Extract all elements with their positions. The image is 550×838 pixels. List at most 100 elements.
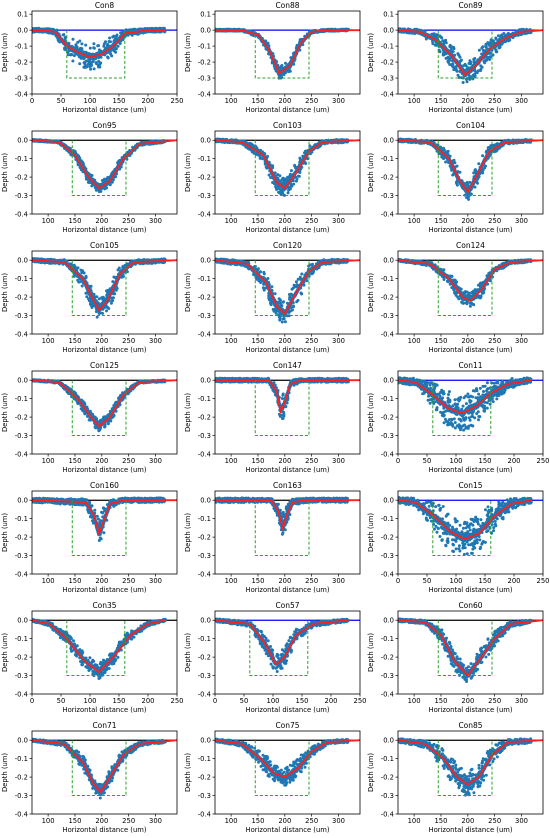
scatter-point bbox=[442, 148, 446, 152]
y-tick-label: 0.0 bbox=[17, 137, 28, 145]
scatter-point bbox=[87, 297, 90, 301]
scatter-point bbox=[299, 277, 303, 281]
trace-line bbox=[32, 138, 166, 191]
x-tick-label: 150 bbox=[434, 217, 447, 225]
mean-profile-line bbox=[32, 139, 177, 190]
y-tick-label: 0.1 bbox=[17, 10, 28, 18]
reference-box bbox=[437, 30, 493, 79]
x-tick-label: 250 bbox=[488, 217, 501, 225]
x-tick-label: 100 bbox=[42, 457, 55, 465]
scatter-point bbox=[280, 320, 284, 324]
scatter-point bbox=[269, 303, 273, 307]
scatter-point bbox=[281, 317, 285, 321]
mean-profile-line bbox=[32, 379, 177, 428]
scatter-point bbox=[434, 33, 438, 37]
scatter-point bbox=[468, 301, 472, 305]
scatter-point bbox=[92, 42, 96, 46]
y-tick-label: -0.1 bbox=[381, 155, 394, 163]
x-axis-label: Horizontal distance (um) bbox=[428, 226, 512, 234]
scatter-point bbox=[488, 58, 492, 61]
x-axis-label: Horizontal distance (um) bbox=[62, 346, 146, 354]
x-tick-label: 300 bbox=[332, 457, 345, 465]
scatter-point bbox=[311, 262, 314, 266]
y-tick-label: -0.1 bbox=[15, 155, 28, 163]
scatter-point bbox=[89, 284, 93, 288]
scatter-point bbox=[495, 50, 499, 54]
scatter-point bbox=[453, 278, 457, 282]
plot-area bbox=[32, 26, 177, 79]
scatter-point bbox=[103, 41, 107, 44]
scatter-point bbox=[110, 299, 114, 303]
scatter-point bbox=[85, 59, 89, 63]
x-tick-label: 100 bbox=[42, 217, 55, 225]
y-tick-label: 0.0 bbox=[200, 26, 211, 34]
scatter-point bbox=[451, 65, 455, 68]
scatter-point bbox=[292, 283, 296, 287]
y-axis-label: Depth (um) bbox=[367, 153, 375, 192]
scatter-point bbox=[467, 197, 470, 201]
panel-title: Con105 bbox=[90, 241, 119, 250]
x-axis-label: Horizontal distance (um) bbox=[62, 106, 146, 114]
x-tick-label: 250 bbox=[488, 97, 501, 105]
scatter-point bbox=[95, 315, 99, 319]
scatter-point bbox=[105, 309, 108, 313]
y-tick-label: -0.2 bbox=[198, 58, 211, 66]
reference-box bbox=[71, 140, 127, 197]
panel-title: Con8 bbox=[95, 1, 115, 10]
y-axis-label: Depth (um) bbox=[1, 393, 9, 432]
axes-frame bbox=[31, 370, 178, 455]
axes-frame bbox=[397, 250, 544, 335]
scatter-point bbox=[479, 64, 483, 68]
y-tick-label: -0.4 bbox=[15, 330, 28, 338]
scatter-point bbox=[78, 39, 82, 43]
axes-frame bbox=[214, 370, 361, 455]
scatter-point bbox=[474, 168, 477, 172]
x-tick-label: 150 bbox=[251, 97, 264, 105]
scatter-point bbox=[472, 303, 476, 307]
panel-title: Con89 bbox=[458, 1, 482, 10]
x-tick-label: 250 bbox=[122, 217, 135, 225]
scatter-point bbox=[481, 168, 485, 172]
scatter-point bbox=[294, 280, 298, 284]
trace-line bbox=[32, 378, 167, 424]
x-axis-label: Horizontal distance (um) bbox=[428, 346, 512, 354]
trace-line bbox=[32, 378, 166, 428]
scatter-point bbox=[72, 274, 76, 278]
scatter-point bbox=[457, 297, 461, 301]
trace-line bbox=[32, 138, 166, 187]
scatter-point bbox=[289, 169, 293, 173]
scatter-point bbox=[463, 62, 467, 66]
reference-box bbox=[254, 260, 310, 317]
scatter-point bbox=[94, 61, 98, 65]
y-axis-label: Depth (um) bbox=[184, 153, 192, 192]
scatter-point bbox=[465, 80, 469, 84]
x-tick-label: 300 bbox=[149, 457, 162, 465]
scatter-point bbox=[280, 64, 284, 67]
scatter-point bbox=[474, 70, 478, 74]
reference-box bbox=[254, 140, 310, 197]
y-axis-label: Depth (um) bbox=[1, 273, 9, 312]
y-tick-label: -0.4 bbox=[15, 90, 28, 98]
scatter-point bbox=[85, 295, 89, 299]
x-tick-label: 300 bbox=[332, 337, 345, 345]
scatter-point bbox=[456, 73, 460, 77]
axes-frame bbox=[214, 250, 361, 335]
x-axis-label: Horizontal distance (um) bbox=[62, 226, 146, 234]
scatter-point bbox=[468, 304, 472, 308]
scatter-point bbox=[114, 50, 118, 54]
trace-line bbox=[32, 257, 167, 310]
x-tick-label: 300 bbox=[332, 97, 345, 105]
scatter-point bbox=[453, 291, 457, 295]
scatter-point bbox=[96, 63, 100, 67]
x-tick-label: 200 bbox=[142, 97, 155, 105]
scatter-point bbox=[106, 422, 110, 426]
scatter-point bbox=[278, 318, 282, 322]
panel-title: Con125 bbox=[90, 361, 119, 370]
scatter-point bbox=[283, 193, 286, 197]
scatter-point bbox=[448, 58, 452, 62]
